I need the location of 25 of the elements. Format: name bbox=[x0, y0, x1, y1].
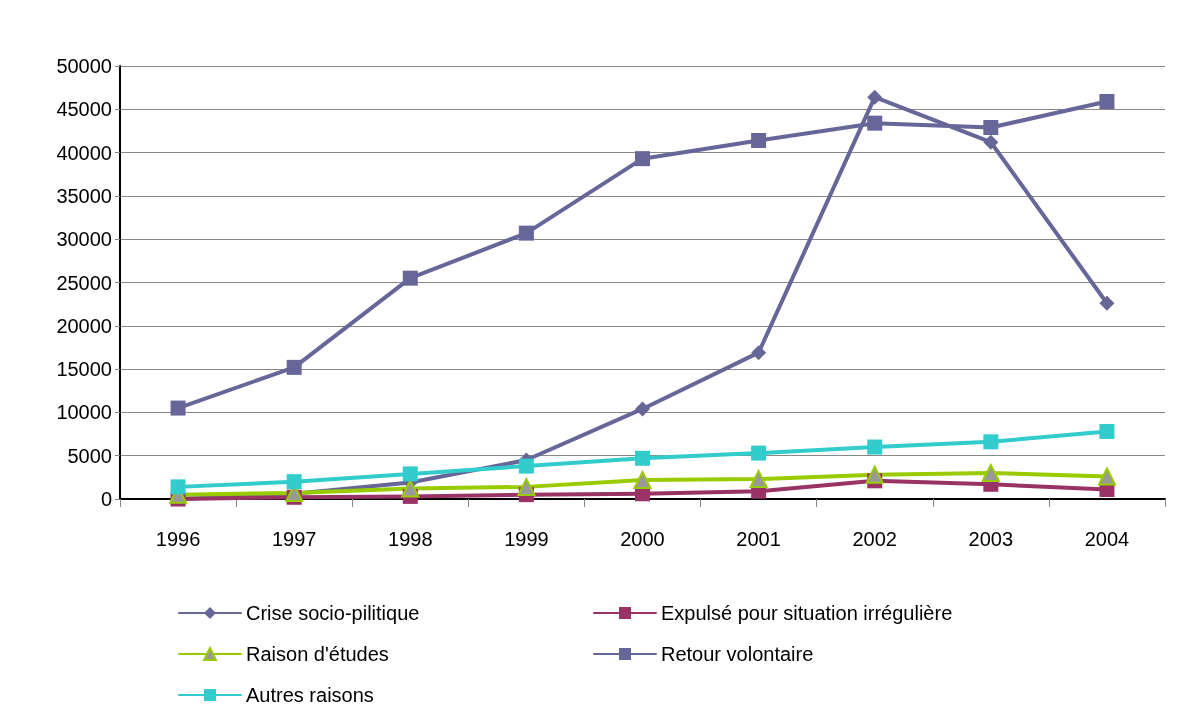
y-tick-label: 30000 bbox=[56, 228, 112, 251]
y-tick-label: 40000 bbox=[56, 141, 112, 164]
x-tick-label: 2001 bbox=[736, 528, 781, 550]
x-tick-label: 2000 bbox=[620, 528, 665, 550]
y-tick-label: 20000 bbox=[56, 314, 112, 337]
y-tick-label: 5000 bbox=[67, 444, 112, 467]
y-tick-label: 35000 bbox=[56, 184, 112, 207]
x-tick-label: 1996 bbox=[155, 528, 201, 550]
y-tick-label: 25000 bbox=[56, 271, 112, 294]
legend-label: Crise socio-pilitique bbox=[246, 602, 420, 624]
y-tick-label: 15000 bbox=[56, 358, 112, 381]
x-tick-label: 2004 bbox=[1084, 528, 1130, 550]
x-tick-label: 2002 bbox=[852, 528, 897, 550]
y-tick-label: 45000 bbox=[56, 98, 112, 121]
y-tick-label: 10000 bbox=[56, 401, 112, 424]
legend-label: Autres raisons bbox=[246, 684, 374, 706]
x-tick-label: 2003 bbox=[968, 528, 1014, 550]
legend-label: Retour volontaire bbox=[661, 643, 814, 665]
x-tick-label: 1997 bbox=[271, 528, 317, 550]
x-tick-label: 1998 bbox=[388, 528, 433, 550]
legend-label: Raison d'études bbox=[246, 643, 389, 665]
y-tick-label: 50000 bbox=[56, 55, 112, 77]
y-tick-label: 0 bbox=[100, 488, 112, 510]
legend-label: Expulsé pour situation irrégulière bbox=[661, 602, 953, 624]
x-tick-label: 1999 bbox=[504, 528, 549, 550]
